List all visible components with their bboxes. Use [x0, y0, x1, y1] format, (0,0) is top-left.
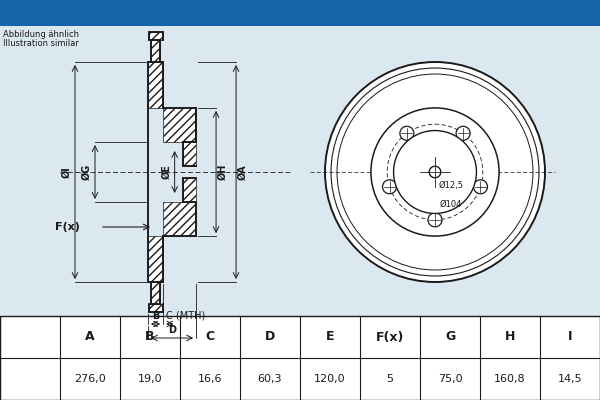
- Text: 60,3: 60,3: [258, 374, 282, 384]
- Text: G: G: [445, 330, 455, 344]
- Bar: [163, 108, 196, 142]
- Circle shape: [400, 126, 414, 140]
- Bar: [148, 62, 163, 108]
- Text: F(x): F(x): [55, 222, 80, 232]
- Circle shape: [325, 62, 545, 282]
- Circle shape: [456, 126, 470, 140]
- Text: 24.0319-0107.1: 24.0319-0107.1: [91, 4, 250, 22]
- Text: 75,0: 75,0: [437, 374, 463, 384]
- Circle shape: [371, 108, 499, 236]
- Text: B: B: [145, 330, 155, 344]
- Text: ØA: ØA: [237, 164, 247, 180]
- Bar: [151, 282, 160, 304]
- Text: B: B: [152, 311, 159, 321]
- Text: D: D: [265, 330, 275, 344]
- Bar: [151, 40, 160, 62]
- Bar: [149, 304, 163, 312]
- Text: 120,0: 120,0: [314, 374, 346, 384]
- Text: H: H: [505, 330, 515, 344]
- Bar: [183, 178, 196, 202]
- Text: D: D: [168, 325, 176, 335]
- Text: A: A: [85, 330, 95, 344]
- Bar: [149, 32, 163, 40]
- Text: 16,6: 16,6: [198, 374, 222, 384]
- Text: C: C: [205, 330, 215, 344]
- Text: ØI: ØI: [62, 166, 72, 178]
- Circle shape: [394, 130, 476, 214]
- Text: Illustration similar: Illustration similar: [3, 39, 79, 48]
- Circle shape: [429, 166, 441, 178]
- Circle shape: [383, 180, 397, 194]
- Circle shape: [428, 213, 442, 227]
- Text: ØG: ØG: [82, 164, 92, 180]
- Text: I: I: [568, 330, 572, 344]
- Text: 519107: 519107: [353, 4, 427, 22]
- Text: 160,8: 160,8: [494, 374, 526, 384]
- Text: 14,5: 14,5: [557, 374, 583, 384]
- Text: ØE: ØE: [161, 164, 172, 180]
- Text: 276,0: 276,0: [74, 374, 106, 384]
- Text: Ø12,5: Ø12,5: [439, 181, 464, 190]
- Bar: [163, 202, 196, 236]
- Circle shape: [473, 180, 487, 194]
- Bar: [0, 316, 600, 400]
- Bar: [183, 142, 196, 166]
- Text: 5: 5: [386, 374, 394, 384]
- Text: Abbildung ähnlich: Abbildung ähnlich: [3, 30, 79, 39]
- Text: ØH: ØH: [217, 164, 227, 180]
- Text: F(x): F(x): [376, 330, 404, 344]
- Bar: [0, 0, 600, 26]
- Bar: [148, 236, 163, 282]
- Text: 19,0: 19,0: [137, 374, 163, 384]
- Text: C (MTH): C (MTH): [166, 311, 205, 321]
- Polygon shape: [148, 62, 163, 108]
- Text: E: E: [326, 330, 334, 344]
- Text: Ø104: Ø104: [440, 200, 463, 208]
